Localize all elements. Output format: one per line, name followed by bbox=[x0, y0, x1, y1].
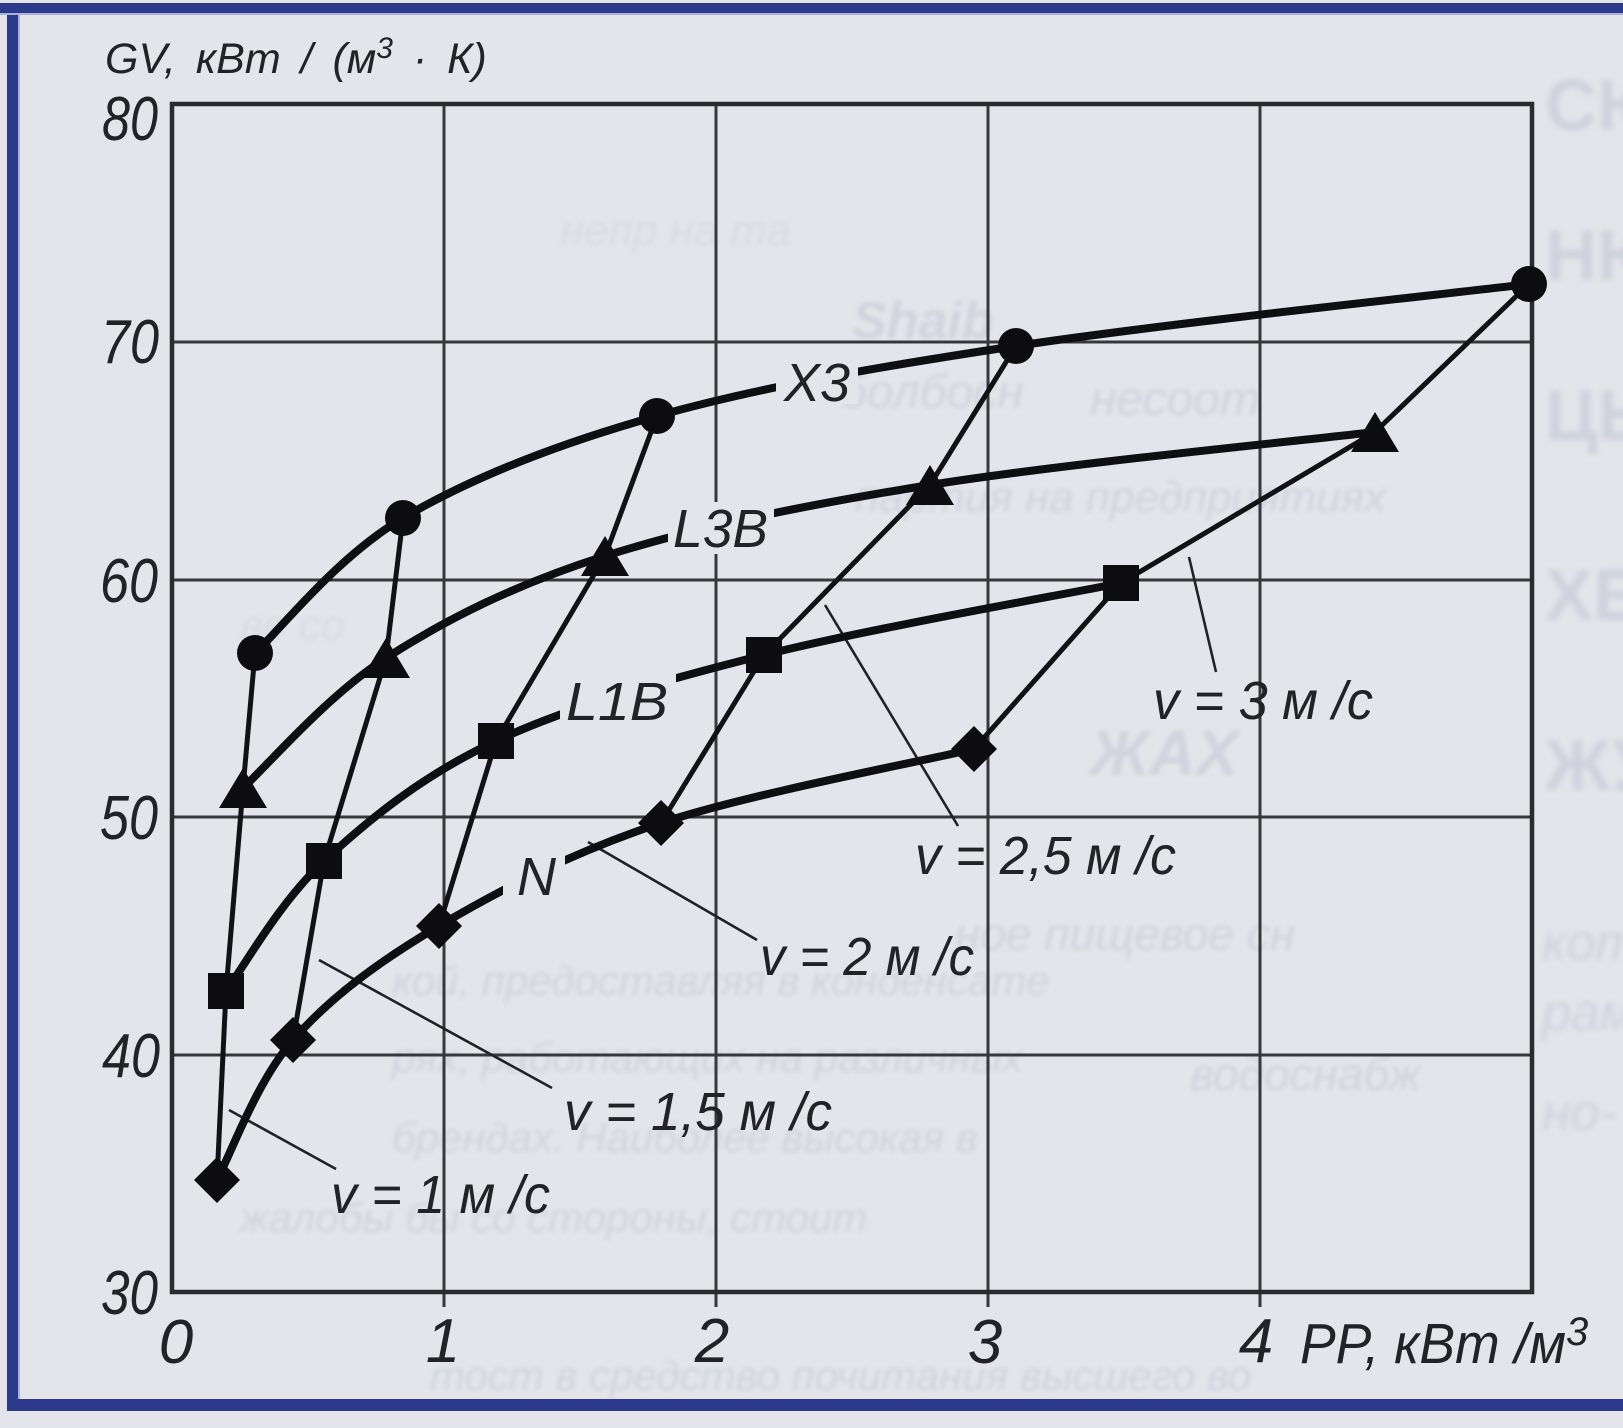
svg-text:GV, кВт / (м3 · К): GV, кВт / (м3 · К) bbox=[105, 32, 487, 83]
svg-text:брендах. Наиболее высокая в: брендах. Наиболее высокая в bbox=[392, 1114, 978, 1161]
svg-text:v = 3 м /с: v = 3 м /с bbox=[1153, 671, 1373, 731]
svg-text:болбосн: болбосн bbox=[840, 366, 1024, 419]
svg-text:ХЕ: ХЕ bbox=[1545, 556, 1623, 636]
svg-text:v = 1 м /с: v = 1 м /с bbox=[331, 1165, 550, 1225]
svg-text:котор: котор bbox=[1542, 914, 1623, 972]
svg-text:40: 40 bbox=[102, 1022, 160, 1091]
svg-text:70: 70 bbox=[101, 308, 159, 377]
svg-text:4: 4 bbox=[1239, 1307, 1273, 1376]
svg-text:рами: рами bbox=[1540, 984, 1623, 1042]
svg-text:ное пищевое сн: ное пищевое сн bbox=[955, 908, 1295, 960]
svg-text:жалобы бы со стороны, стоит: жалобы бы со стороны, стоит bbox=[238, 1194, 867, 1241]
svg-text:80: 80 bbox=[102, 85, 158, 154]
svg-text:L1B: L1B bbox=[566, 672, 668, 732]
svg-text:рях, работающих на различных: рях, работающих на различных bbox=[390, 1034, 1025, 1081]
svg-text:0: 0 bbox=[159, 1308, 193, 1377]
svg-text:30: 30 bbox=[101, 1259, 158, 1328]
svg-text:1: 1 bbox=[426, 1307, 460, 1376]
svg-text:кой, предоставляя в конденсате: кой, предоставляя в конденсате bbox=[392, 957, 1050, 1004]
svg-text:ЖАХ: ЖАХ bbox=[1087, 717, 1242, 789]
svg-text:но-: но- bbox=[1542, 1084, 1617, 1142]
svg-text:водоснабж: водоснабж bbox=[1190, 1048, 1423, 1100]
svg-text:непр на та: непр на та bbox=[560, 206, 791, 255]
svg-text:несоот: несоот bbox=[1090, 373, 1260, 426]
svg-text:L3B: L3B bbox=[673, 499, 768, 559]
svg-text:ЦЫ: ЦЫ bbox=[1545, 376, 1623, 456]
svg-text:50: 50 bbox=[100, 784, 158, 853]
svg-text:ЖУ: ЖУ bbox=[1544, 726, 1623, 806]
svg-text:2: 2 bbox=[694, 1307, 729, 1376]
svg-text:Shaib: Shaib bbox=[852, 292, 994, 350]
svg-text:v = 2,5 м /с: v = 2,5 м /с bbox=[915, 826, 1176, 886]
svg-text:НЮ: НЮ bbox=[1545, 216, 1623, 296]
svg-text:3: 3 bbox=[968, 1308, 1002, 1377]
svg-text:60: 60 bbox=[100, 547, 158, 616]
svg-text:X3: X3 bbox=[782, 353, 850, 413]
svg-text:N: N bbox=[517, 847, 557, 907]
svg-text:СЮ: СЮ bbox=[1545, 66, 1623, 146]
svg-text:тост в средство почитания высш: тост в средство почитания высшего во bbox=[430, 1352, 1251, 1399]
svg-text:v = 1,5 м /с: v = 1,5 м /с bbox=[564, 1082, 832, 1142]
svg-text:PP, кВт /м3: PP, кВт /м3 bbox=[1300, 1310, 1588, 1376]
svg-text:v = 2 м /с: v = 2 м /с bbox=[760, 927, 974, 987]
